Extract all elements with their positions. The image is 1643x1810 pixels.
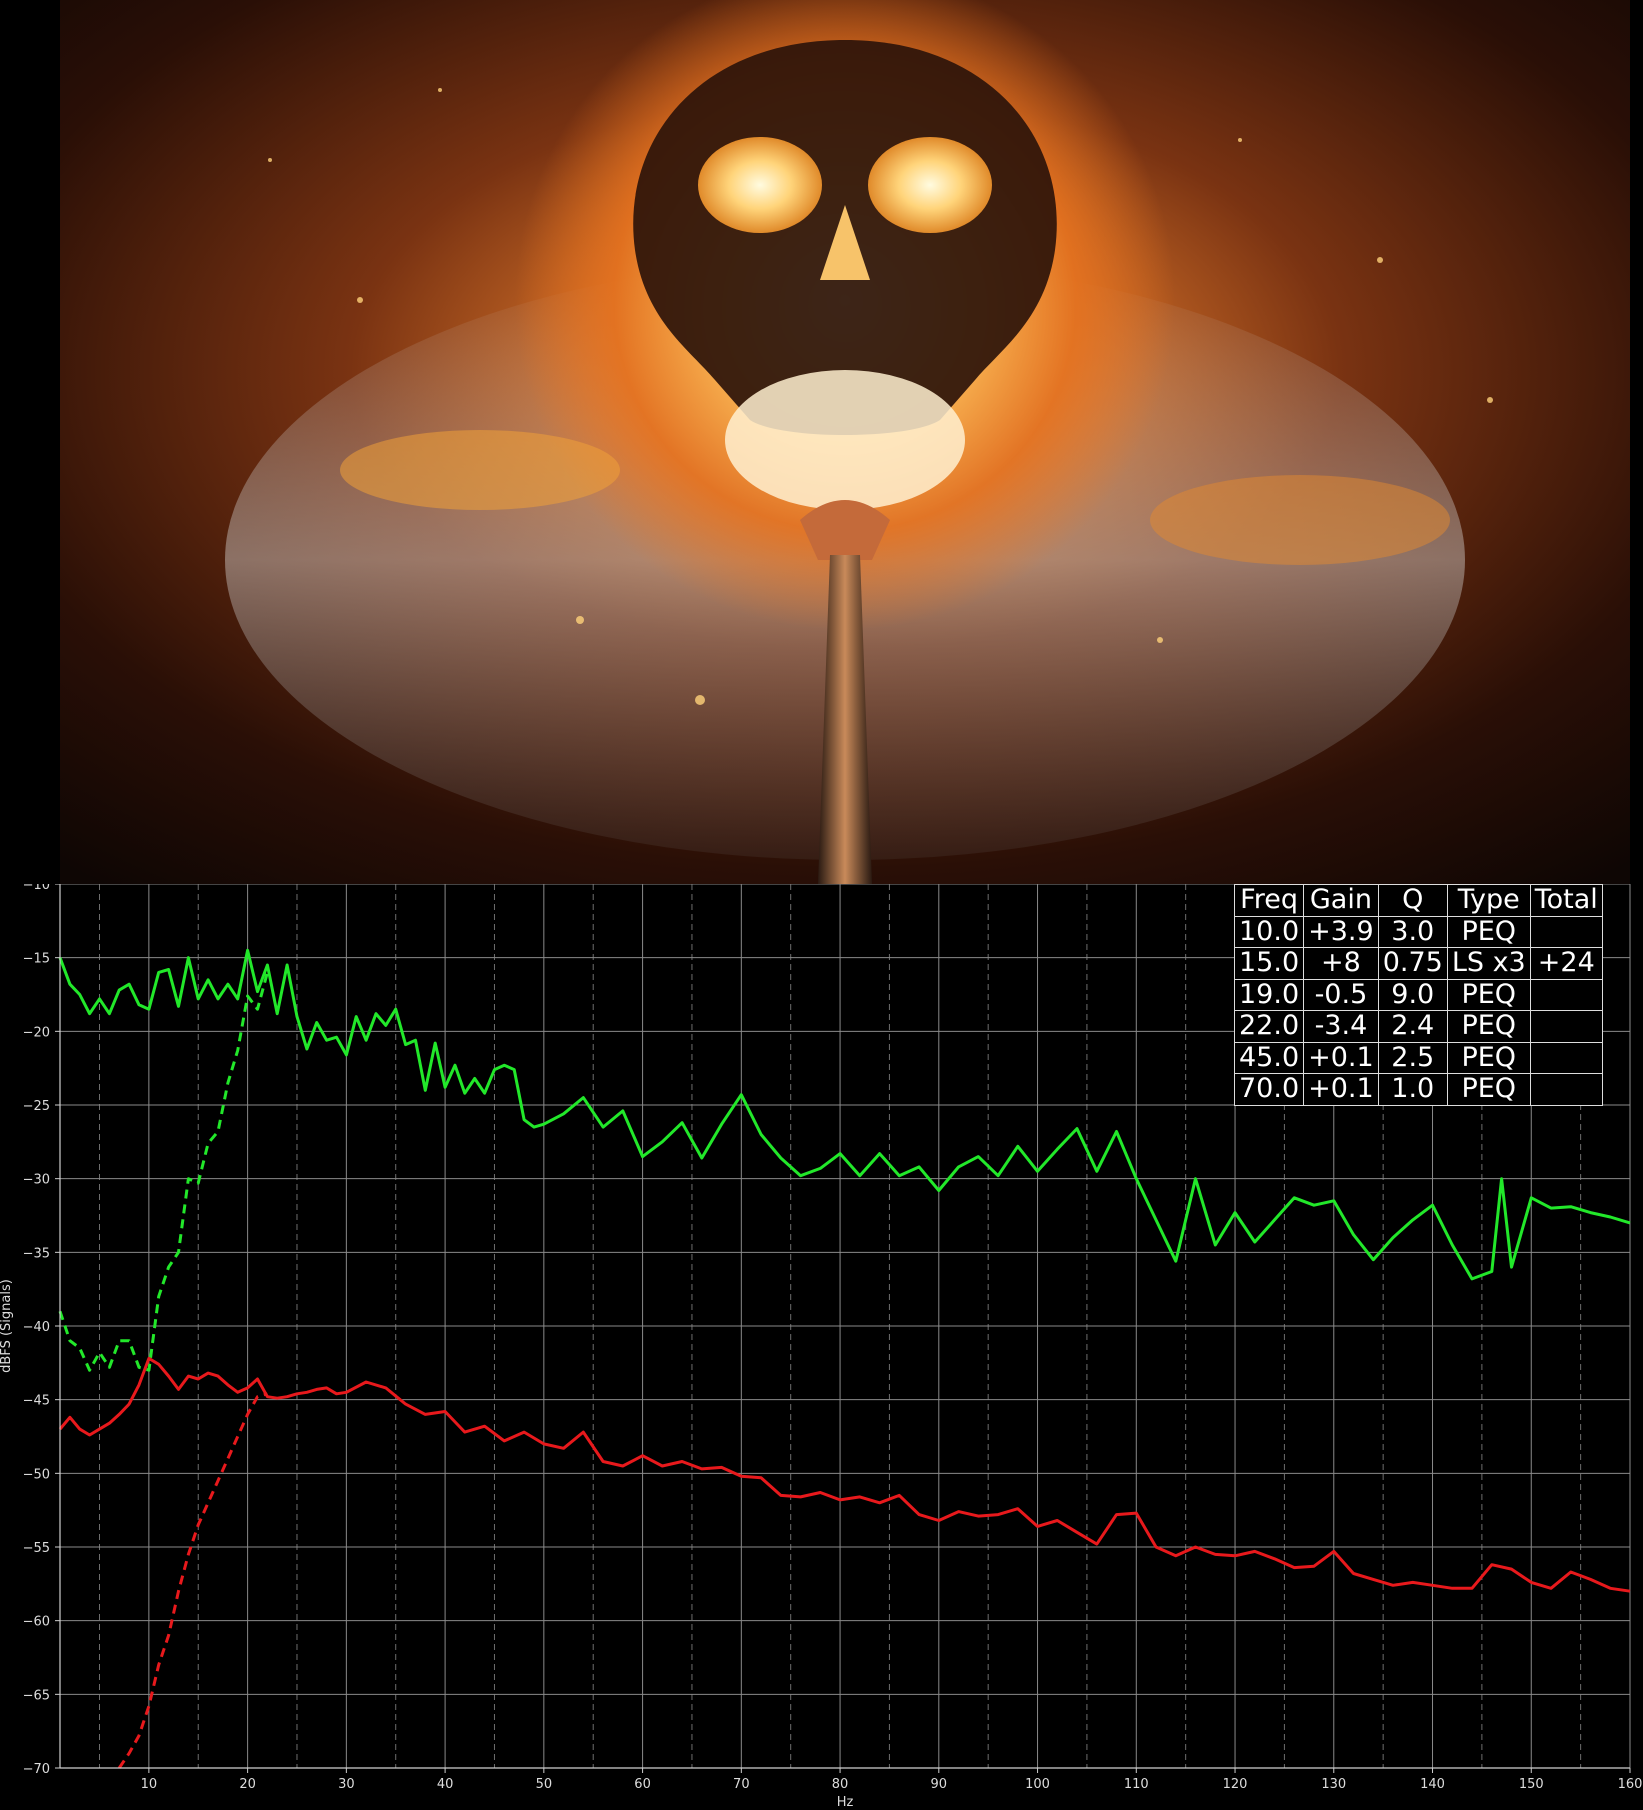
table-cell: LS x3 <box>1446 947 1531 980</box>
x-tick-label: 50 <box>536 1777 553 1792</box>
table-cell: +0.1 <box>1303 1073 1379 1106</box>
table-cell: 2.5 <box>1377 1041 1448 1074</box>
y-tick-label: −60 <box>23 1615 50 1630</box>
table-cell: 70.0 <box>1233 1073 1305 1106</box>
table-cell <box>1529 1041 1603 1074</box>
x-axis-label: Hz <box>837 1795 854 1810</box>
y-tick-label: −40 <box>23 1320 50 1335</box>
table-row: 15.0 +8 0.75 LS x3 +24 <box>1233 947 1603 980</box>
y-tick-label: −15 <box>23 952 50 967</box>
x-tick-label: 80 <box>832 1777 849 1792</box>
x-tick-label: 130 <box>1321 1777 1346 1792</box>
series-layer <box>58 948 1631 1769</box>
table-cell <box>1529 978 1603 1011</box>
table-cell: 1.0 <box>1377 1073 1448 1106</box>
table-cell: +3.9 <box>1303 915 1379 948</box>
x-tick-label: 140 <box>1420 1777 1445 1792</box>
table-cell: PEQ <box>1446 915 1531 948</box>
column-header-freq: Freq <box>1233 884 1305 917</box>
table-row: 19.0 -0.5 9.0 PEQ <box>1233 978 1603 1011</box>
x-tick-label: 10 <box>141 1777 158 1792</box>
table-cell: PEQ <box>1446 1073 1531 1106</box>
y-tick-label: −25 <box>23 1099 50 1114</box>
table-cell: 19.0 <box>1233 978 1305 1011</box>
table-cell: 9.0 <box>1377 978 1448 1011</box>
y-tick-label: −50 <box>23 1467 50 1482</box>
column-header-q: Q <box>1377 884 1448 917</box>
table-cell: -0.5 <box>1303 978 1379 1011</box>
table-row: 10.0 +3.9 3.0 PEQ <box>1233 915 1603 948</box>
movie-poster-artwork <box>60 0 1630 884</box>
column-header-gain: Gain <box>1303 884 1379 917</box>
table-cell: 45.0 <box>1233 1041 1305 1074</box>
y-tick-label: −65 <box>23 1688 50 1703</box>
table-cell: PEQ <box>1446 1041 1531 1074</box>
y-tick-label: −70 <box>23 1762 50 1777</box>
x-tick-label: 30 <box>338 1777 355 1792</box>
table-cell <box>1529 915 1603 948</box>
series-line <box>58 972 269 1372</box>
table-row: 45.0 +0.1 2.5 PEQ <box>1233 1041 1603 1074</box>
y-tick-label: −35 <box>23 1246 50 1261</box>
y-tick-label: −20 <box>23 1025 50 1040</box>
x-tick-label: 120 <box>1223 1777 1248 1792</box>
x-tick-label: 60 <box>634 1777 651 1792</box>
axis-layer: 10 20 30 40 50 60 70 80 90 100 110 120 130 140 150 160 −… <box>23 884 1643 1792</box>
table-cell: 10.0 <box>1233 915 1305 948</box>
x-tick-label: 150 <box>1519 1777 1544 1792</box>
series-line <box>58 1356 1631 1593</box>
table-cell: PEQ <box>1446 1010 1531 1043</box>
frequency-response-chart: 10 20 30 40 50 60 70 80 90 100 110 120 130 140 150 160 −… <box>0 884 1643 1810</box>
table-cell: +24 <box>1529 947 1603 980</box>
column-header-total: Total <box>1529 884 1603 917</box>
x-tick-label: 20 <box>239 1777 256 1792</box>
series-line <box>58 948 1631 1281</box>
table-cell: PEQ <box>1446 978 1531 1011</box>
table-header-row: Freq Gain Q Type Total <box>1233 884 1603 917</box>
x-tick-label: 100 <box>1025 1777 1050 1792</box>
x-tick-label: 110 <box>1124 1777 1149 1792</box>
y-tick-label: −10 <box>23 884 50 893</box>
table-cell: 3.0 <box>1377 915 1448 948</box>
table-cell <box>1529 1073 1603 1106</box>
y-axis-label: dBFS (Signals) <box>0 1279 14 1373</box>
series-line <box>117 1392 268 1769</box>
x-tick-label: 40 <box>437 1777 454 1792</box>
table-row: 22.0 -3.4 2.4 PEQ <box>1233 1010 1603 1043</box>
eq-filter-table: Freq Gain Q Type Total 10.0 +3.9 3.0 PEQ… <box>1233 884 1603 1106</box>
table-cell: +8 <box>1303 947 1379 980</box>
flaming-skull-illustration <box>60 0 1630 884</box>
table-cell: 2.4 <box>1377 1010 1448 1043</box>
table-cell: 22.0 <box>1233 1010 1305 1043</box>
y-tick-label: −30 <box>23 1173 50 1188</box>
x-tick-label: 160 <box>1618 1777 1643 1792</box>
y-tick-label: −55 <box>23 1541 50 1556</box>
x-tick-label: 70 <box>733 1777 750 1792</box>
table-cell: 0.75 <box>1377 947 1448 980</box>
table-cell: -3.4 <box>1303 1010 1379 1043</box>
table-row: 70.0 +0.1 1.0 PEQ <box>1233 1073 1603 1106</box>
column-header-type: Type <box>1446 884 1531 917</box>
x-tick-label: 90 <box>931 1777 948 1792</box>
table-cell <box>1529 1010 1603 1043</box>
table-cell: 15.0 <box>1233 947 1305 980</box>
y-tick-label: −45 <box>23 1394 50 1409</box>
table-cell: +0.1 <box>1303 1041 1379 1074</box>
